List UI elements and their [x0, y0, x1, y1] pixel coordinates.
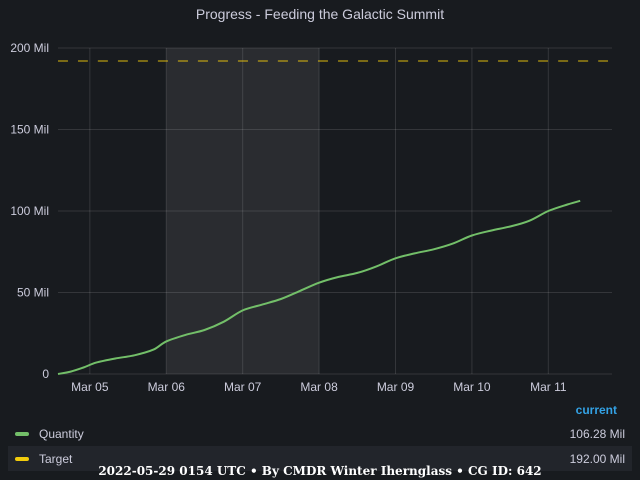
- legend-label: Target: [39, 452, 73, 466]
- y-tick-label: 150 Mil: [10, 123, 49, 137]
- chart-title: Progress - Feeding the Galactic Summit: [195, 6, 445, 22]
- x-tick-label: Mar 06: [148, 380, 186, 394]
- legend-column-header[interactable]: current: [575, 403, 617, 417]
- x-tick-label: Mar 08: [300, 380, 338, 394]
- x-tick-label: Mar 07: [224, 380, 262, 394]
- legend-current-value: 106.28 Mil: [569, 427, 625, 441]
- y-tick-label: 200 Mil: [10, 41, 49, 55]
- y-tick-label: 100 Mil: [10, 204, 49, 218]
- legend-label: Quantity: [39, 427, 84, 441]
- y-tick-label: 0: [42, 367, 49, 381]
- legend-current-value: 192.00 Mil: [569, 452, 625, 466]
- y-tick-label: 50 Mil: [17, 286, 49, 300]
- highlight-region: [166, 48, 320, 374]
- legend-item-target[interactable]: Target 192.00 Mil: [8, 446, 632, 471]
- plot-area[interactable]: 0 50 Mil 100 Mil 150 Mil 200 Mil Mar 05 Mar 0…: [0, 0, 640, 400]
- series-line-quantity: [57, 199, 581, 375]
- legend-swatch-target: [15, 457, 29, 461]
- footer-credit: 2022-05-29 0154 UTC • By CMDR Winter Ihe…: [98, 464, 542, 478]
- x-tick-label: Mar 05: [71, 380, 109, 394]
- x-tick-label: Mar 10: [453, 380, 491, 394]
- legend-swatch-quantity: [15, 432, 29, 436]
- x-tick-label: Mar 11: [530, 380, 567, 394]
- legend-item-quantity[interactable]: Quantity 106.28 Mil: [8, 421, 632, 446]
- x-tick-label: Mar 09: [377, 380, 415, 394]
